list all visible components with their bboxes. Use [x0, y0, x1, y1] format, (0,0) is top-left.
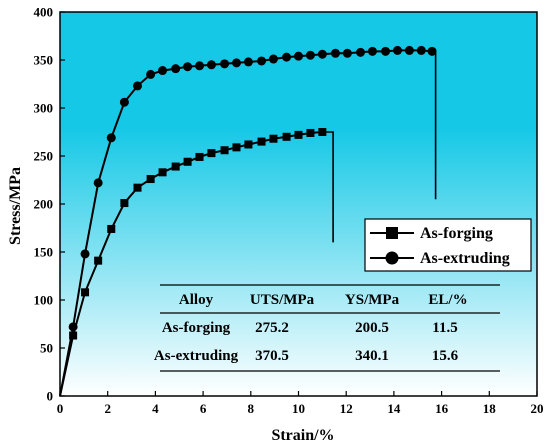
x-tick-label: 18	[483, 401, 497, 416]
data-point-as-forging	[207, 149, 216, 158]
data-point-as-extruding	[80, 249, 90, 259]
data-point-as-forging	[69, 331, 78, 340]
table-cell-ys: 340.1	[355, 348, 389, 364]
y-tick-label: 0	[47, 389, 54, 404]
x-tick-label: 4	[152, 401, 159, 416]
data-point-as-extruding	[416, 45, 426, 55]
data-point-as-extruding	[183, 62, 193, 72]
y-tick-label: 150	[34, 245, 54, 260]
y-tick-label: 200	[34, 197, 54, 212]
data-point-as-forging	[232, 143, 241, 152]
chart-marks	[59, 45, 437, 397]
x-tick-label: 0	[57, 401, 64, 416]
data-point-as-extruding	[367, 46, 377, 56]
data-point-as-extruding	[342, 48, 352, 58]
table-cell-ys: 200.5	[355, 320, 389, 336]
legend-marker-as-forging	[386, 227, 398, 239]
data-point-as-forging	[133, 183, 142, 192]
data-point-as-forging	[294, 130, 303, 139]
y-tick-label: 250	[34, 149, 54, 164]
table-header-ys: YS/MPa	[345, 292, 400, 308]
data-point-as-extruding	[195, 61, 205, 71]
x-tick-label: 2	[104, 401, 111, 416]
data-point-as-extruding	[427, 46, 437, 56]
axis-ticks: 0 2 4 6 8 10 12 14 16 18 2005010015020025030035040…	[34, 5, 544, 417]
data-point-as-extruding	[158, 66, 168, 76]
table-cell-uts: 275.2	[255, 320, 289, 336]
data-point-as-extruding	[146, 69, 156, 79]
data-point-as-extruding	[294, 51, 303, 61]
data-point-as-forging	[244, 140, 253, 149]
x-tick-label: 6	[200, 401, 207, 416]
data-point-as-extruding	[68, 322, 78, 332]
fracture-line-as-forging	[324, 131, 334, 243]
y-tick-label: 100	[34, 293, 54, 308]
data-point-as-extruding	[356, 47, 366, 57]
data-point-as-extruding	[231, 58, 241, 68]
data-point-as-extruding	[330, 48, 340, 58]
data-point-as-extruding	[317, 49, 327, 59]
data-point-as-extruding	[392, 45, 402, 55]
data-point-as-extruding	[404, 45, 414, 55]
data-point-as-extruding	[119, 97, 129, 107]
legend-label-as-extruding: As-extruding	[420, 250, 510, 267]
table-cell-el: 15.6	[432, 348, 459, 364]
data-point-as-forging	[183, 157, 192, 166]
properties-table: Alloy UTS/MPa YS/MPa EL/% As-forging 275…	[154, 284, 500, 372]
data-point-as-forging	[195, 152, 204, 161]
table-header-alloy: Alloy	[179, 292, 214, 308]
data-point-as-forging	[146, 175, 155, 184]
x-tick-label: 10	[292, 401, 305, 416]
legend: As-forging As-extruding	[364, 218, 532, 272]
data-point-as-forging	[269, 134, 278, 143]
data-point-as-extruding	[171, 64, 181, 74]
series-line-as-forging	[59, 131, 323, 397]
data-point-as-extruding	[206, 60, 216, 70]
data-point-as-forging	[81, 288, 90, 297]
data-point-as-forging	[120, 199, 129, 208]
data-point-as-extruding	[133, 81, 143, 91]
x-tick-label: 8	[248, 401, 255, 416]
x-axis-title: Strain/%	[271, 427, 334, 444]
data-point-as-extruding	[257, 56, 267, 66]
table-header-el: EL/%	[428, 292, 467, 308]
table-cell-el: 11.5	[432, 320, 457, 336]
data-point-as-forging	[257, 137, 266, 146]
data-point-as-extruding	[381, 46, 391, 56]
plot-background	[60, 12, 537, 396]
data-point-as-extruding	[268, 54, 278, 64]
y-axis-title: Stress/MPa	[7, 167, 24, 245]
data-point-as-forging	[318, 128, 327, 136]
table-cell-alloy: As-extruding	[154, 348, 239, 364]
x-tick-label: 20	[531, 401, 544, 416]
x-tick-label: 14	[387, 401, 401, 416]
data-point-as-extruding	[282, 52, 292, 62]
data-point-as-forging	[306, 128, 315, 137]
data-point-as-forging	[171, 162, 180, 171]
data-point-as-forging	[107, 224, 116, 233]
data-point-as-forging	[94, 256, 103, 265]
data-point-as-forging	[220, 146, 229, 155]
table-cell-alloy: As-forging	[162, 320, 231, 336]
x-tick-label: 16	[435, 401, 449, 416]
data-point-as-extruding	[305, 50, 315, 60]
data-point-as-forging	[158, 168, 167, 177]
x-tick-label: 12	[340, 401, 353, 416]
data-point-as-forging	[282, 132, 291, 141]
data-point-as-extruding	[93, 178, 103, 188]
y-tick-label: 400	[34, 5, 54, 20]
y-tick-label: 350	[34, 53, 54, 68]
table-cell-uts: 370.5	[255, 348, 289, 364]
data-point-as-extruding	[106, 133, 116, 143]
y-tick-label: 300	[34, 101, 54, 116]
table-header-uts: UTS/MPa	[250, 292, 315, 308]
y-tick-label: 50	[40, 341, 53, 356]
data-point-as-extruding	[220, 59, 230, 69]
data-point-as-extruding	[243, 57, 253, 67]
legend-marker-as-extruding	[385, 251, 399, 265]
legend-label-as-forging: As-forging	[420, 225, 493, 242]
